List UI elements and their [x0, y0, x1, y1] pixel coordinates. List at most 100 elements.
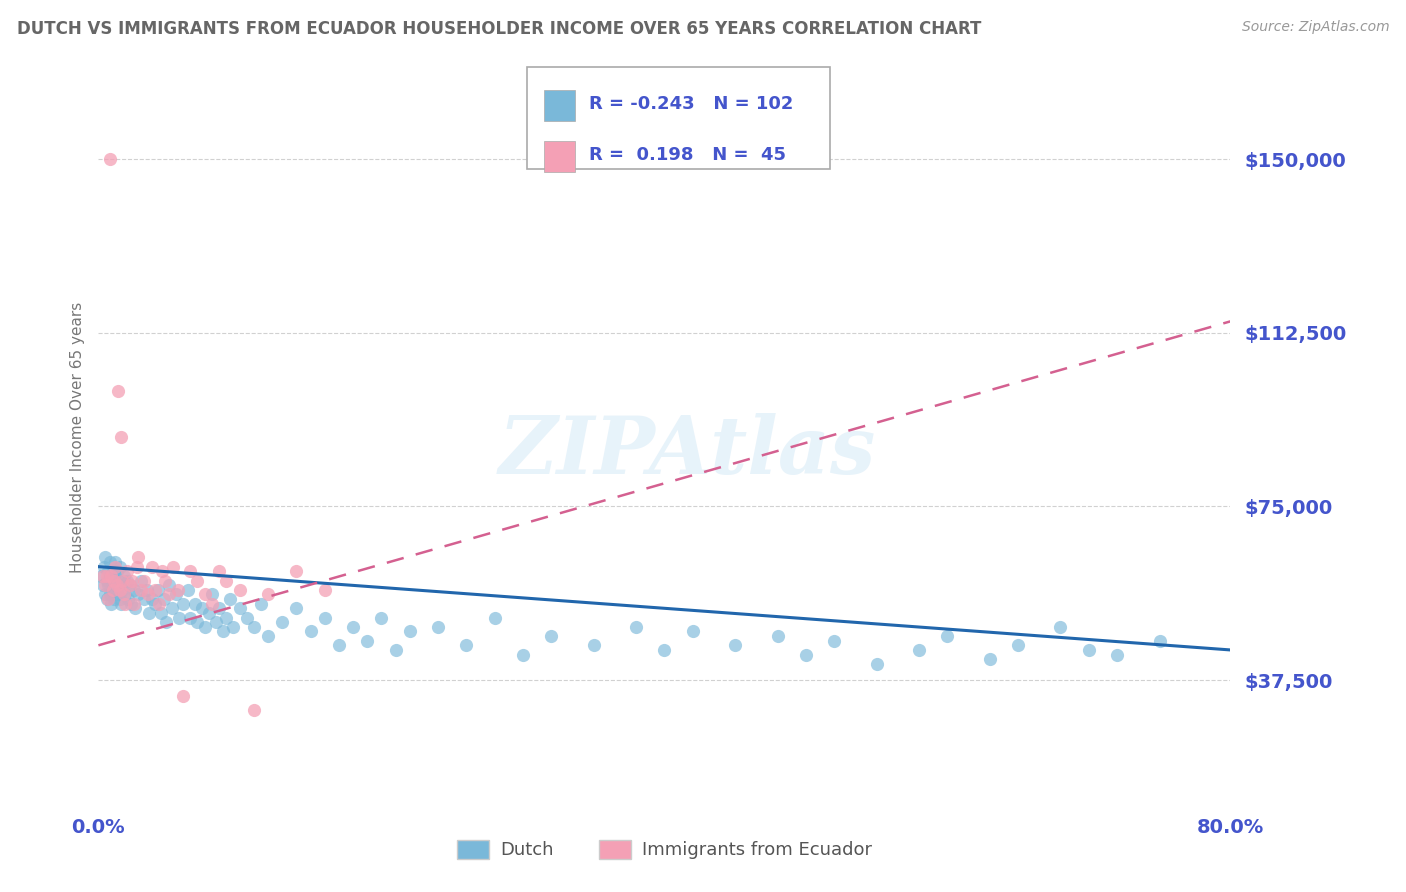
Point	[1049, 620, 1071, 634]
Point	[484, 610, 506, 624]
Point	[150, 564, 173, 578]
Point	[540, 629, 562, 643]
Point	[111, 574, 134, 588]
Point	[127, 587, 149, 601]
Point	[93, 559, 115, 574]
Point	[141, 592, 163, 607]
Point	[936, 629, 959, 643]
Point	[183, 597, 205, 611]
Point	[342, 620, 364, 634]
Point	[250, 597, 273, 611]
Point	[112, 569, 135, 583]
Point	[114, 587, 136, 601]
Point	[148, 597, 170, 611]
Point	[384, 643, 406, 657]
Point	[110, 430, 132, 444]
Point	[271, 615, 294, 630]
Point	[96, 592, 118, 607]
Point	[149, 606, 172, 620]
Point	[193, 620, 215, 634]
Point	[193, 587, 215, 601]
Point	[186, 615, 208, 630]
Point	[243, 703, 266, 717]
Point	[257, 629, 280, 643]
Point	[121, 574, 143, 588]
Point	[98, 153, 121, 167]
Point	[101, 582, 124, 597]
Point	[314, 582, 336, 597]
Point	[103, 574, 125, 588]
Point	[427, 620, 450, 634]
Point	[143, 597, 166, 611]
Point	[201, 597, 224, 611]
Point	[165, 587, 187, 601]
Point	[766, 629, 789, 643]
Point	[172, 597, 194, 611]
Point	[104, 559, 127, 574]
Text: Source: ZipAtlas.com: Source: ZipAtlas.com	[1241, 20, 1389, 34]
Point	[107, 384, 129, 398]
Point	[794, 648, 817, 662]
Point	[582, 638, 605, 652]
Point	[103, 569, 125, 583]
Point	[96, 574, 118, 588]
Point	[146, 582, 169, 597]
Point	[118, 578, 141, 592]
Point	[136, 587, 159, 601]
Point	[162, 559, 184, 574]
Point	[285, 601, 308, 615]
Point	[97, 578, 120, 592]
Point	[100, 574, 122, 588]
Point	[201, 587, 224, 601]
Text: ZIPAtlas: ZIPAtlas	[498, 413, 876, 491]
Y-axis label: Householder Income Over 65 years: Householder Income Over 65 years	[69, 301, 84, 573]
Point	[328, 638, 350, 652]
Text: DUTCH VS IMMIGRANTS FROM ECUADOR HOUSEHOLDER INCOME OVER 65 YEARS CORRELATION CH: DUTCH VS IMMIGRANTS FROM ECUADOR HOUSEHO…	[17, 20, 981, 37]
Point	[127, 550, 149, 565]
Point	[94, 550, 117, 565]
Point	[115, 564, 138, 578]
Point	[229, 601, 252, 615]
Point	[724, 638, 747, 652]
Legend: Dutch, Immigrants from Ecuador: Dutch, Immigrants from Ecuador	[451, 834, 877, 865]
Point	[356, 633, 378, 648]
Point	[179, 564, 201, 578]
Point	[101, 582, 124, 597]
Point	[124, 601, 146, 615]
Point	[155, 615, 177, 630]
Point	[229, 582, 252, 597]
Point	[101, 564, 124, 578]
Point	[94, 578, 117, 592]
Point	[96, 569, 118, 583]
Point	[129, 582, 152, 597]
Point	[398, 624, 420, 639]
Point	[110, 574, 132, 588]
Point	[314, 610, 336, 624]
Point	[120, 597, 142, 611]
Point	[285, 564, 308, 578]
Point	[91, 569, 114, 583]
Point	[107, 578, 129, 592]
Point	[208, 601, 231, 615]
Point	[908, 643, 931, 657]
Point	[456, 638, 478, 652]
Point	[219, 592, 242, 607]
Point	[143, 582, 166, 597]
Point	[682, 624, 704, 639]
Point	[138, 606, 160, 620]
Point	[172, 689, 194, 703]
Point	[1107, 648, 1129, 662]
Point	[1007, 638, 1029, 652]
Point	[236, 610, 259, 624]
Point	[979, 652, 1001, 666]
Point	[208, 564, 231, 578]
Point	[141, 559, 163, 574]
Point	[117, 592, 139, 607]
Point	[97, 592, 120, 607]
Point	[153, 574, 176, 588]
Point	[105, 564, 128, 578]
Point	[157, 587, 180, 601]
Point	[243, 620, 266, 634]
Text: R = -0.243   N = 102: R = -0.243 N = 102	[589, 95, 793, 112]
Point	[118, 578, 141, 592]
